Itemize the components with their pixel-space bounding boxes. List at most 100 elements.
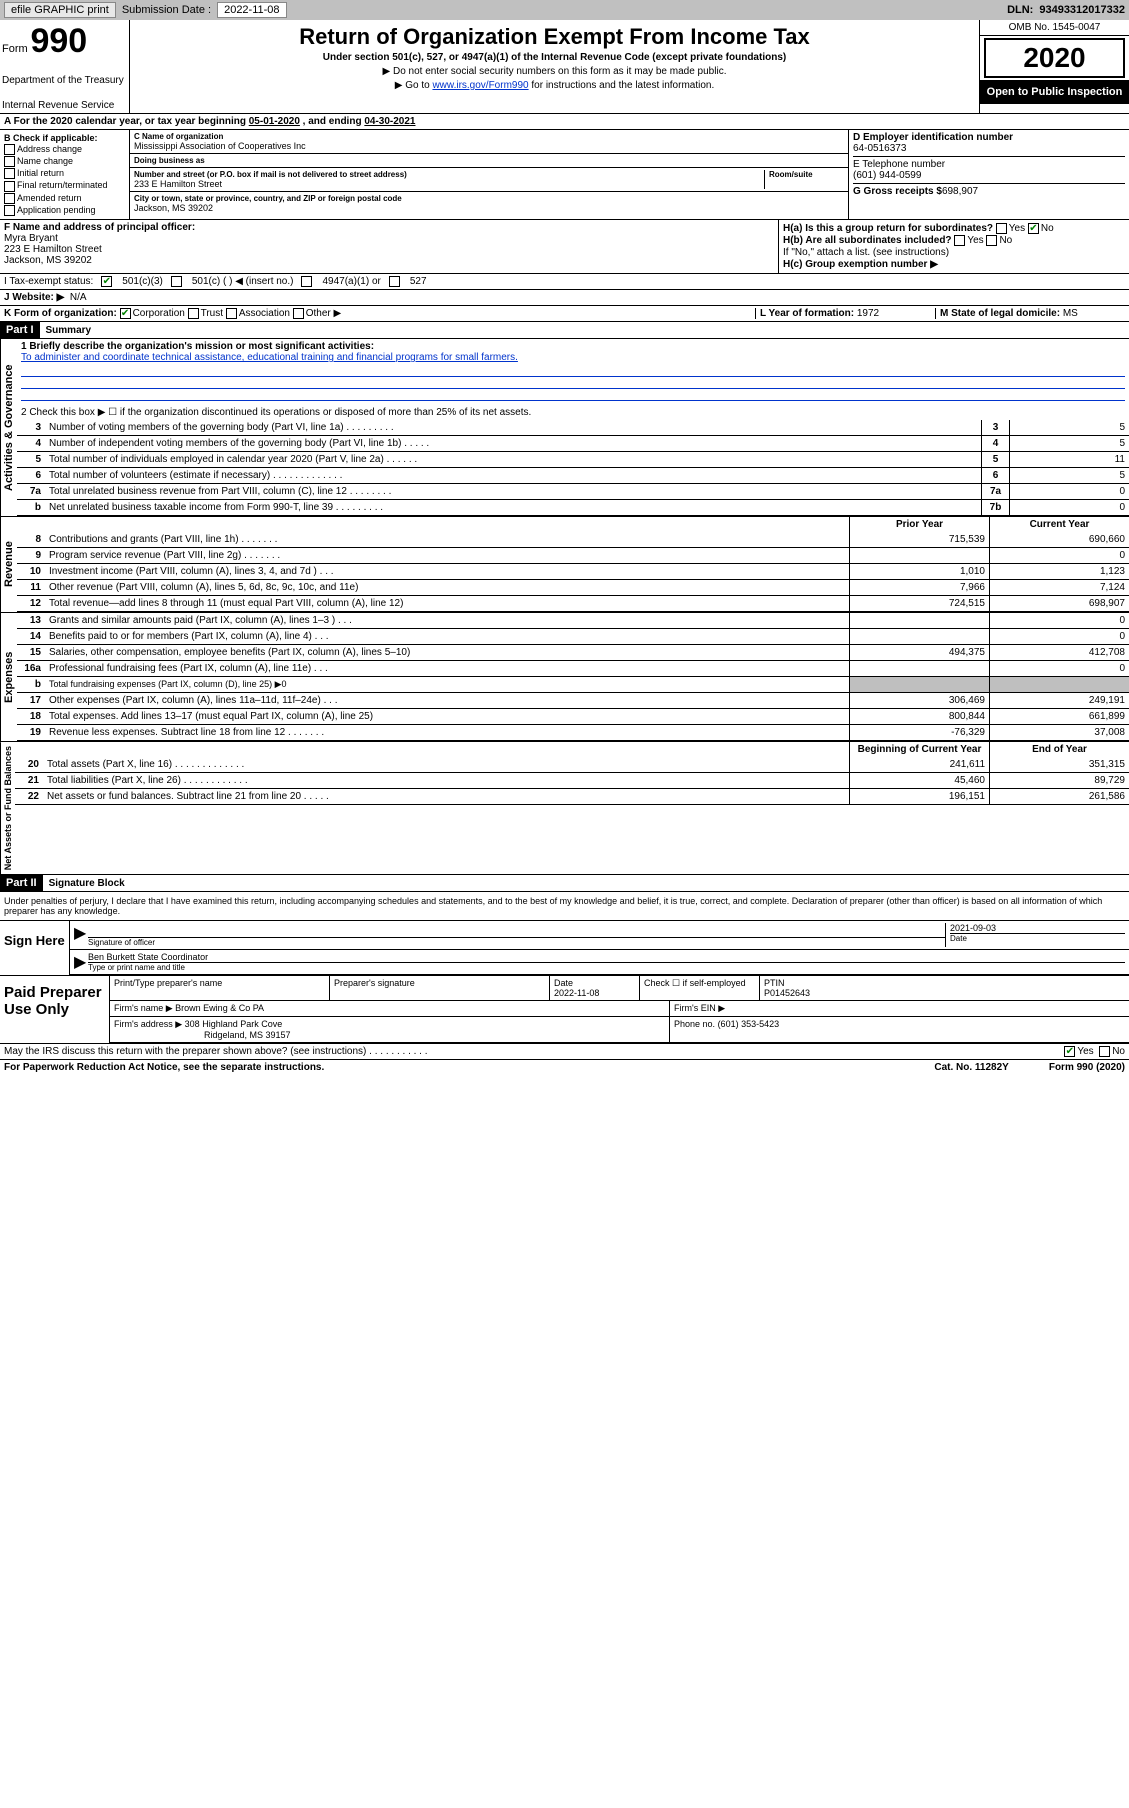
firm-name: Brown Ewing & Co PA xyxy=(175,1003,264,1013)
arrow-line-1: ▶ Do not enter social security numbers o… xyxy=(138,66,971,77)
firm-addr2: Ridgeland, MS 39157 xyxy=(204,1030,291,1040)
cb-discuss-no[interactable] xyxy=(1099,1046,1110,1057)
top-bar: efile GRAPHIC print Submission Date : 20… xyxy=(0,0,1129,20)
line-2-discontinued: 2 Check this box ▶ ☐ if the organization… xyxy=(17,405,1129,420)
org-city: Jackson, MS 39202 xyxy=(134,203,844,213)
row-k-form-org: K Form of organization: Corporation Trus… xyxy=(0,306,1129,322)
rev-row-10: 10Investment income (Part VIII, column (… xyxy=(17,564,1129,580)
cb-address-change[interactable] xyxy=(4,144,15,155)
form-number: 990 xyxy=(30,22,87,60)
gov-row-7b: bNet unrelated business taxable income f… xyxy=(17,500,1129,516)
vtab-revenue: Revenue xyxy=(0,517,17,612)
cb-corp[interactable] xyxy=(120,308,131,319)
ein-value: 64-0516373 xyxy=(853,143,906,154)
rev-row-12: 12Total revenue—add lines 8 through 11 (… xyxy=(17,596,1129,612)
exp-row-19: 19Revenue less expenses. Subtract line 1… xyxy=(17,725,1129,741)
sign-here-block: Sign Here ▶ Signature of officer 2021-09… xyxy=(0,921,1129,976)
gov-row-7a: 7aTotal unrelated business revenue from … xyxy=(17,484,1129,500)
cb-trust[interactable] xyxy=(188,308,199,319)
cb-initial-return[interactable] xyxy=(4,168,15,179)
cb-discuss-yes[interactable] xyxy=(1064,1046,1075,1057)
cb-hb-no[interactable] xyxy=(986,235,997,246)
cb-hb-yes[interactable] xyxy=(954,235,965,246)
dln-value: 93493312017332 xyxy=(1039,4,1125,16)
end-date: 04-30-2021 xyxy=(364,116,415,127)
officer-name: Myra Bryant xyxy=(4,233,58,244)
exp-row-13: 13Grants and similar amounts paid (Part … xyxy=(17,613,1129,629)
rev-row-9: 9Program service revenue (Part VIII, lin… xyxy=(17,548,1129,564)
exp-row-18: 18Total expenses. Add lines 13–17 (must … xyxy=(17,709,1129,725)
revenue-section: Revenue Prior YearCurrent Year 8Contribu… xyxy=(0,517,1129,613)
cb-501c[interactable] xyxy=(171,276,182,287)
efile-button[interactable]: efile GRAPHIC print xyxy=(4,2,116,18)
part-i-header: Part I Summary xyxy=(0,322,1129,339)
footer: For Paperwork Reduction Act Notice, see … xyxy=(0,1060,1129,1075)
subdate-label: Submission Date : xyxy=(122,4,211,16)
website-value: N/A xyxy=(70,292,87,303)
mission-text: To administer and coordinate technical a… xyxy=(21,352,518,363)
rev-row-11: 11Other revenue (Part VIII, column (A), … xyxy=(17,580,1129,596)
year-formation: 1972 xyxy=(857,308,879,319)
cb-4947[interactable] xyxy=(301,276,312,287)
cat-no: Cat. No. 11282Y xyxy=(934,1062,1008,1073)
cb-amended[interactable] xyxy=(4,193,15,204)
na-row-21: 21Total liabilities (Part X, line 26) . … xyxy=(15,773,1129,789)
dept-irs: Internal Revenue Service xyxy=(2,100,127,111)
cb-application[interactable] xyxy=(4,205,15,216)
na-row-20: 20Total assets (Part X, line 16) . . . .… xyxy=(15,757,1129,773)
arrow-icon: ▶ xyxy=(74,923,88,947)
form-subtitle: Under section 501(c), 527, or 4947(a)(1)… xyxy=(138,52,971,63)
vtab-expenses: Expenses xyxy=(0,613,17,741)
cb-501c3[interactable] xyxy=(101,276,112,287)
officer-addr1: 223 E Hamilton Street xyxy=(4,244,102,255)
rev-row-8: 8Contributions and grants (Part VIII, li… xyxy=(17,532,1129,548)
officer-name-title: Ben Burkett State Coordinator xyxy=(88,952,1125,962)
begin-date: 05-01-2020 xyxy=(249,116,300,127)
gov-row-6: 6Total number of volunteers (estimate if… xyxy=(17,468,1129,484)
dln-label: DLN: xyxy=(1007,4,1033,16)
cb-final-return[interactable] xyxy=(4,181,15,192)
gov-row-3: 3Number of voting members of the governi… xyxy=(17,420,1129,436)
subdate-value: 2022-11-08 xyxy=(217,2,286,18)
row-j-website: J Website: ▶ N/A xyxy=(0,290,1129,306)
org-street: 233 E Hamilton Street xyxy=(134,179,764,189)
col-c-org-info: C Name of organization Mississippi Assoc… xyxy=(130,130,849,219)
perjury-statement: Under penalties of perjury, I declare th… xyxy=(0,892,1129,921)
firm-addr1: 308 Highland Park Cove xyxy=(185,1019,283,1029)
form-word: Form xyxy=(2,43,28,55)
form-header: Form 990 Department of the Treasury Inte… xyxy=(0,20,1129,114)
sig-date-value: 2021-09-03 xyxy=(950,923,1125,933)
omb-number: OMB No. 1545-0047 xyxy=(980,20,1129,36)
cb-assoc[interactable] xyxy=(226,308,237,319)
na-row-22: 22Net assets or fund balances. Subtract … xyxy=(15,789,1129,805)
row-i-tax-status: I Tax-exempt status: 501(c)(3) 501(c) ( … xyxy=(0,274,1129,290)
cb-527[interactable] xyxy=(389,276,400,287)
exp-row-14: 14Benefits paid to or for members (Part … xyxy=(17,629,1129,645)
cb-ha-no[interactable] xyxy=(1028,223,1039,234)
row-a-tax-year: A For the 2020 calendar year, or tax yea… xyxy=(0,114,1129,130)
prep-date: 2022-11-08 xyxy=(554,988,599,998)
part-ii-header: Part II Signature Block xyxy=(0,875,1129,892)
net-assets-section: Net Assets or Fund Balances Beginning of… xyxy=(0,742,1129,875)
dept-treasury: Department of the Treasury xyxy=(2,75,127,86)
discuss-row: May the IRS discuss this return with the… xyxy=(0,1044,1129,1060)
cb-ha-yes[interactable] xyxy=(996,223,1007,234)
cb-other[interactable] xyxy=(293,308,304,319)
expenses-section: Expenses 13Grants and similar amounts pa… xyxy=(0,613,1129,742)
form-footer: Form 990 (2020) xyxy=(1049,1062,1125,1073)
vtab-governance: Activities & Governance xyxy=(0,339,17,516)
exp-row-15: 15Salaries, other compensation, employee… xyxy=(17,645,1129,661)
irs-link[interactable]: www.irs.gov/Form990 xyxy=(432,80,528,91)
org-name: Mississippi Association of Cooperatives … xyxy=(134,141,844,151)
paid-preparer-block: Paid Preparer Use Only Print/Type prepar… xyxy=(0,976,1129,1044)
exp-row-16a: 16aProfessional fundraising fees (Part I… xyxy=(17,661,1129,677)
tax-year: 2020 xyxy=(984,38,1125,78)
ptin-value: P01452643 xyxy=(764,988,810,998)
cb-name-change[interactable] xyxy=(4,156,15,167)
exp-row-17: 17Other expenses (Part IX, column (A), l… xyxy=(17,693,1129,709)
phone-value: (601) 944-0599 xyxy=(853,170,921,181)
exp-row-16b: bTotal fundraising expenses (Part IX, co… xyxy=(17,677,1129,693)
state-domicile: MS xyxy=(1063,308,1078,319)
mission-label: 1 Briefly describe the organization's mi… xyxy=(21,341,374,352)
gross-receipts: 698,907 xyxy=(942,186,978,197)
